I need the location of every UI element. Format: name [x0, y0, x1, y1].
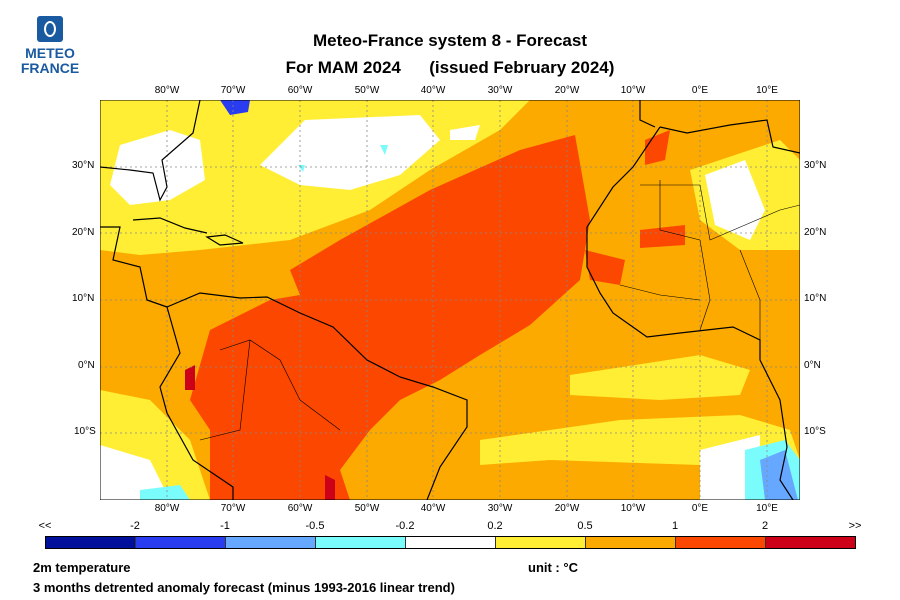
colorbar-label: 2 [761, 520, 769, 532]
lon-tick-top: 30°W [487, 85, 513, 96]
lon-tick-top: 40°W [420, 85, 446, 96]
colorbar-swatch [496, 537, 586, 548]
coastline-north-america [100, 100, 201, 202]
colorbar-swatch [46, 537, 136, 548]
lon-tick-top: 50°W [354, 85, 380, 96]
logo-emblem-icon [37, 16, 63, 42]
lon-tick-bottom: 80°W [154, 503, 180, 514]
lon-tick-top: 0°E [691, 85, 709, 96]
anomaly-red-africa-coast [585, 250, 625, 285]
coastline-iberia-africa [586, 100, 800, 500]
lat-tick-right: 20°N [804, 227, 827, 238]
colorbar-swatch [586, 537, 676, 548]
colorbar-label: 0.5 [577, 520, 593, 532]
title-line-1: Meteo-France system 8 - Forecast [313, 31, 587, 50]
anomaly-red-patch [640, 130, 685, 248]
unit-label: unit : °C [528, 560, 578, 575]
lon-tick-bottom: 20°W [554, 503, 580, 514]
colorbar-label: -0.5 [305, 520, 325, 532]
colorbar-swatch [316, 537, 406, 548]
lon-tick-top: 60°W [287, 85, 313, 96]
lon-tick-top: 10°E [756, 85, 778, 96]
title-line-2: For MAM 2024 (issued February 2024) [285, 58, 615, 77]
anomaly-white-africa [705, 160, 765, 240]
colorbar-label: << [38, 520, 52, 532]
lat-tick-right: 0°N [804, 360, 821, 371]
lat-tick-right: 10°S [804, 426, 826, 437]
colorbar [45, 536, 856, 549]
lat-tick-left: 0°N [78, 360, 95, 371]
anomaly-white-north-1 [110, 130, 205, 205]
coastline-cuba [132, 217, 208, 234]
anomaly-red-tongue [190, 135, 590, 500]
colorbar-swatch [676, 537, 766, 548]
lat-tick-left: 20°N [72, 227, 95, 238]
anomaly-white-sw [100, 445, 170, 500]
anomaly-map [100, 100, 800, 500]
colorbar-label: 0.2 [487, 520, 503, 532]
lon-tick-top: 70°W [220, 85, 246, 96]
lat-tick-left: 10°N [72, 293, 95, 304]
colorbar-swatch [226, 537, 316, 548]
colorbar-label: -0.2 [395, 520, 415, 532]
lon-tick-bottom: 10°W [620, 503, 646, 514]
coastline-central-america [100, 226, 168, 308]
colorbar-swatch [406, 537, 496, 548]
lon-tick-top: 10°W [620, 85, 646, 96]
country-borders [199, 180, 800, 441]
anomaly-white-north-2 [260, 115, 440, 190]
lon-tick-bottom: 60°W [287, 503, 313, 514]
coastline-hispaniola [205, 234, 244, 246]
colorbar-label: -2 [130, 520, 140, 532]
lon-tick-top: 80°W [154, 85, 180, 96]
lon-tick-bottom: 30°W [487, 503, 513, 514]
coastlines [100, 100, 800, 500]
coastline-south-america [159, 292, 468, 500]
lat-tick-left: 30°N [72, 160, 95, 171]
lat-tick-left: 10°S [74, 426, 96, 437]
anomaly-white-north-3 [450, 125, 480, 140]
variable-label: 2m temperature [33, 560, 131, 575]
anomaly-blue-se [760, 450, 798, 500]
lon-tick-bottom: 50°W [354, 503, 380, 514]
lon-tick-top: 20°W [554, 85, 580, 96]
colorbar-swatch [136, 537, 226, 548]
logo-text-2: FRANCE [20, 60, 80, 76]
lon-tick-bottom: 70°W [220, 503, 246, 514]
description-label: 3 months detrented anomaly forecast (min… [33, 580, 455, 595]
lon-tick-bottom: 0°E [691, 503, 709, 514]
logo-text-1: METEO [25, 45, 75, 61]
anomaly-cyan-sw [140, 485, 190, 500]
colorbar-label: -1 [220, 520, 230, 532]
lon-tick-bottom: 40°W [420, 503, 446, 514]
lat-tick-right: 30°N [804, 160, 827, 171]
anomaly-yellow-south-atlantic [480, 355, 800, 465]
lon-tick-bottom: 10°E [756, 503, 778, 514]
colorbar-label: 1 [671, 520, 679, 532]
colorbar-label: >> [848, 520, 862, 532]
anomaly-darkblue-north [220, 100, 250, 115]
colorbar-swatch [766, 537, 855, 548]
meteo-france-logo: METEO FRANCE [18, 16, 82, 76]
lat-tick-right: 10°N [804, 293, 827, 304]
